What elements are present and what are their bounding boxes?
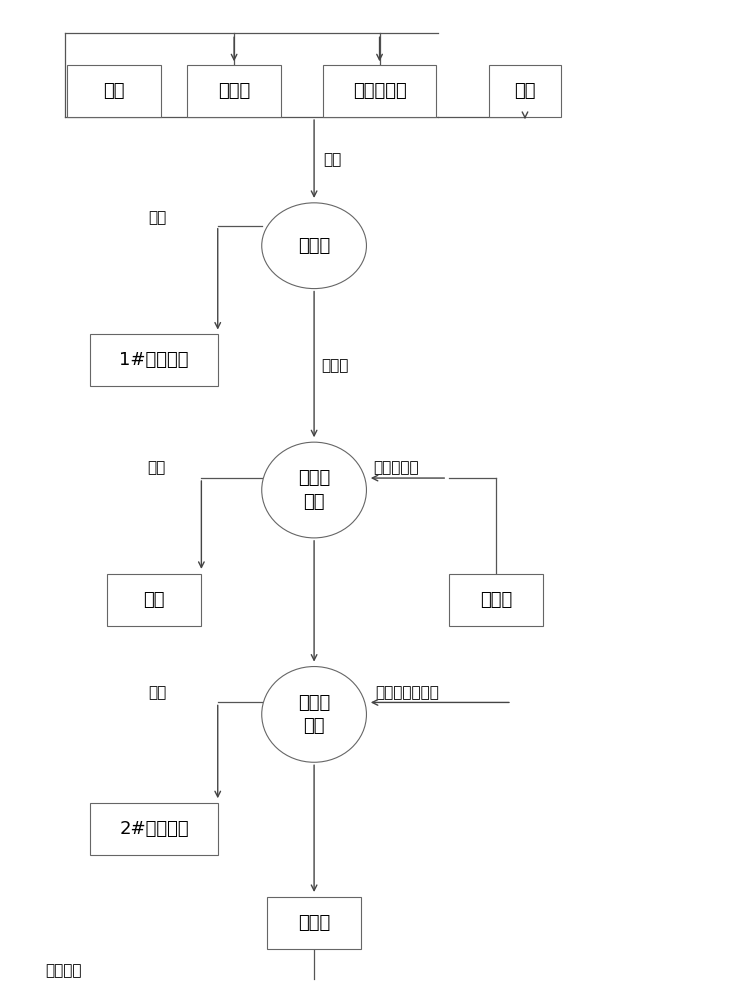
Text: 锰矿: 锰矿 [104,82,125,100]
Ellipse shape [262,667,366,762]
FancyBboxPatch shape [67,65,161,117]
FancyBboxPatch shape [187,65,281,117]
FancyBboxPatch shape [91,803,218,855]
Text: 浇铸: 浇铸 [149,210,167,225]
FancyBboxPatch shape [449,574,543,626]
Text: 循环使用: 循环使用 [45,963,82,978]
Text: 新锰渣: 新锰渣 [321,358,349,373]
Text: 预热硅铁粉: 预热硅铁粉 [374,461,419,476]
Text: 贫锰渣: 贫锰渣 [298,914,330,932]
Text: 预热锰矿及石灰: 预热锰矿及石灰 [375,685,439,700]
Text: 2#低碳锰铁: 2#低碳锰铁 [119,820,189,838]
Text: 石灰: 石灰 [514,82,536,100]
Text: 精炼炉: 精炼炉 [298,237,330,255]
Text: 第二次
摇炼: 第二次 摇炼 [298,694,330,735]
Text: 终渣: 终渣 [143,591,165,609]
FancyBboxPatch shape [267,897,361,949]
Text: 浇铸: 浇铸 [149,685,167,700]
FancyBboxPatch shape [488,65,561,117]
FancyBboxPatch shape [91,334,218,386]
Text: 炉料: 炉料 [323,152,341,167]
Text: 电阻炉: 电阻炉 [480,591,512,609]
Text: 贫锰渣: 贫锰渣 [218,82,250,100]
Text: 水淬: 水淬 [147,461,165,476]
FancyBboxPatch shape [107,574,201,626]
Ellipse shape [262,442,366,538]
Text: 1#中碳锰铁: 1#中碳锰铁 [120,351,189,369]
FancyBboxPatch shape [323,65,436,117]
Ellipse shape [262,203,366,289]
Text: 硅锰洗渣铁: 硅锰洗渣铁 [353,82,407,100]
Text: 第一次
摇炼: 第一次 摇炼 [298,469,330,511]
